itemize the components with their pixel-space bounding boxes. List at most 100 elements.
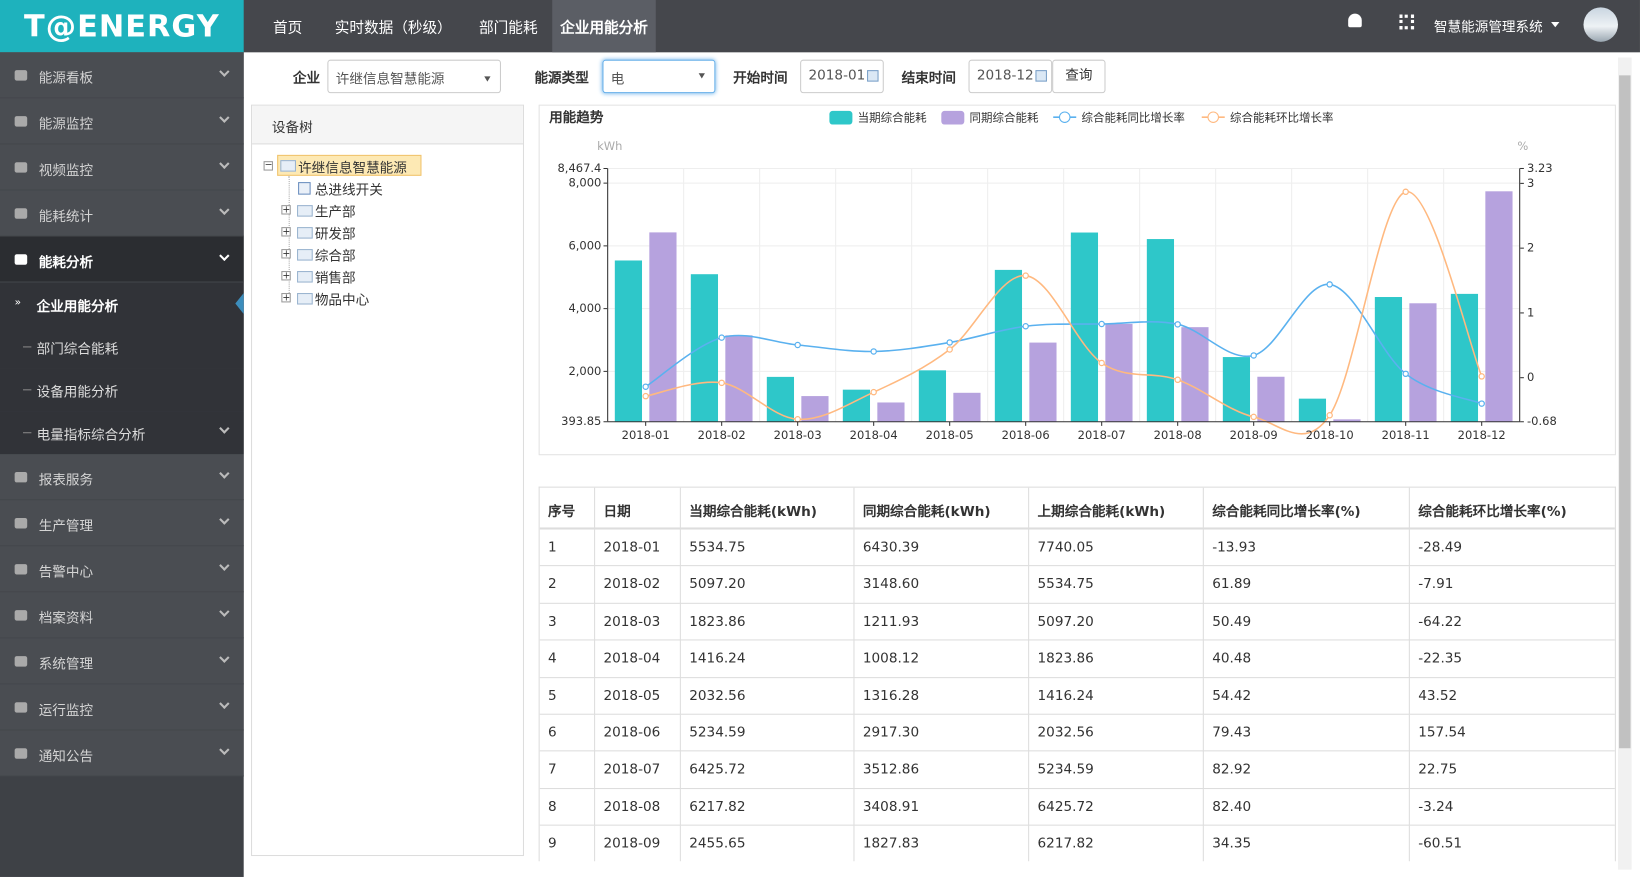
menu-icon [14,702,28,713]
table-cell: 40.48 [1202,640,1409,678]
legend-label[interactable]: 当期综合能耗 [858,111,927,125]
filter-input[interactable] [968,59,1053,94]
table-row [539,789,1615,826]
tree-expand: + [281,293,291,304]
nav-tab[interactable]: 部门能耗 [479,19,538,37]
tree-title: 设备树 [271,120,313,137]
table-row [539,530,1615,567]
bar [1450,293,1479,422]
tree-node[interactable]: 销售部 [314,271,356,287]
submenu-label[interactable]: 设备用能分析 [36,385,119,401]
legend-label[interactable]: 综合能耗同比增长率 [1081,111,1184,125]
menu-item[interactable] [0,98,244,145]
legend-label[interactable]: 同期综合能耗 [970,111,1039,125]
y-tick-label: 393.85 [561,414,601,428]
filter-input[interactable] [327,59,501,94]
bar [953,392,981,422]
tree-root[interactable]: 许继信息智慧能源 [298,161,407,177]
menu-label[interactable]: 档案资料 [38,611,94,627]
menu-label[interactable]: 能耗分析 [38,255,94,272]
table-cell: 79.43 [1202,714,1409,752]
line-point [794,341,801,349]
menu-item[interactable] [0,730,244,777]
menu-item[interactable] [0,684,244,731]
menu-label[interactable]: 能源监控 [38,117,94,133]
header-cell: 日期 [594,487,680,530]
y2-tick-label: 2 [1527,241,1534,255]
legend-swatch [1058,111,1071,123]
submenu-item[interactable] [0,411,244,455]
menu-icon [14,116,28,127]
table-cell: 2018-03 [594,603,680,641]
line-point [1098,359,1105,367]
scrollbar-thumb [1619,75,1631,749]
tree-node[interactable]: 综合部 [314,249,356,265]
menu-item[interactable] [0,52,244,99]
bar [614,260,643,422]
filter-value: 电 [610,72,625,88]
tree-expand: + [281,205,291,216]
submenu-item[interactable] [0,282,244,326]
bar [1257,376,1285,422]
bell-icon[interactable] [1348,13,1362,28]
menu-label[interactable]: 告警中心 [38,565,94,581]
submenu-label[interactable]: 电量指标综合分析 [36,428,146,444]
menu-label[interactable]: 通知公告 [38,749,94,765]
line-point [1174,376,1181,384]
menu-label[interactable]: 能源看板 [38,71,94,87]
menu-item[interactable] [0,592,244,639]
submenu-item[interactable] [0,325,244,369]
submenu-label[interactable]: 部门综合能耗 [36,342,119,358]
bar [1374,297,1403,422]
legend-label[interactable]: 综合能耗环比增长率 [1230,111,1333,125]
tree-collapse: − [263,160,273,171]
menu-item[interactable] [0,546,244,593]
table-row [539,752,1615,789]
fullscreen-icon[interactable] [1399,14,1415,30]
menu-item[interactable] [0,638,244,685]
menu-label[interactable]: 能耗统计 [38,209,94,225]
menu-label[interactable]: 系统管理 [38,657,94,673]
y-tick-label: 4,000 [568,301,601,315]
menu-item[interactable] [0,190,244,237]
table-cell: 2917.30 [853,714,1028,752]
submenu-label[interactable]: 企业用能分析 [36,299,119,315]
tree-node[interactable]: 物品中心 [314,293,370,309]
line-point [794,416,801,423]
menu-item[interactable] [0,144,244,191]
legend-swatch [1207,111,1219,123]
tree-panel [251,104,524,857]
nav-tab[interactable]: 实时数据（秒级） [334,19,452,37]
menu-item[interactable] [0,236,244,283]
system-menu[interactable]: 智慧能源管理系统 [1433,19,1543,36]
table-cell: 2018-06 [594,714,680,752]
menu-label[interactable]: 生产管理 [38,519,94,535]
y-tick-label: 8,467.4 [557,161,601,175]
menu-label[interactable]: 运行监控 [38,703,94,719]
table-cell: 5097.20 [1028,603,1203,641]
tree-node[interactable]: 研发部 [314,227,356,243]
x-tick-label: 2018-06 [1002,428,1050,442]
menu-item[interactable] [0,500,244,547]
filter-input[interactable] [800,59,884,94]
tree-node[interactable]: 生产部 [314,205,356,221]
line-point [1098,320,1105,328]
x-tick-label: 2018-08 [1154,428,1202,442]
tree-root-box[interactable] [277,154,422,176]
submenu-item[interactable] [0,368,244,412]
nav-tab-active[interactable]: 企业用能分析 [552,0,656,53]
menu-label[interactable]: 视频监控 [38,163,94,179]
menu-item[interactable] [0,454,244,501]
y-tick-label: 6,000 [568,238,601,252]
line-point [870,388,877,396]
tree-node[interactable]: 总进线开关 [314,183,383,199]
avatar[interactable] [1583,7,1619,42]
menu-icon [14,254,28,265]
filter-input[interactable] [602,59,716,94]
nav-tab[interactable]: 首页 [272,19,303,37]
table-cell: 5534.75 [1028,566,1203,604]
menu-label[interactable]: 报表服务 [38,473,94,489]
select-caret [484,76,491,82]
query-button[interactable]: 查询 [1052,59,1106,94]
menu-icon [14,748,28,759]
